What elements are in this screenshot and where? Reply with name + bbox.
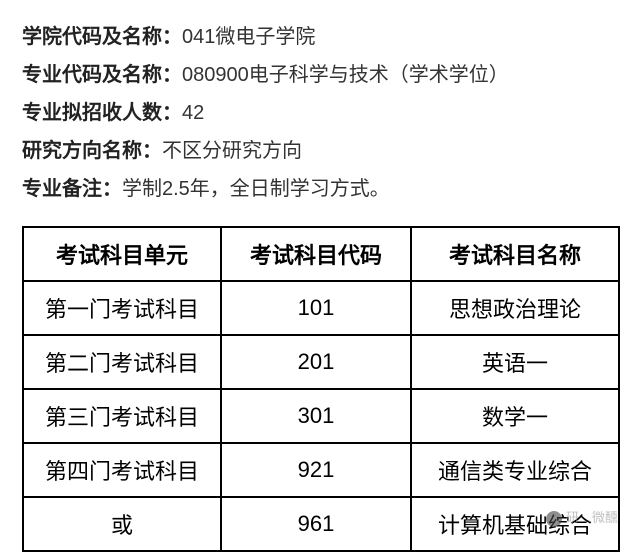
watermark-text: 研…微醺 xyxy=(566,510,618,525)
table-header-row: 考试科目单元 考试科目代码 考试科目名称 xyxy=(23,227,619,281)
direction-label: 研究方向名称： xyxy=(22,140,162,162)
watermark: 研…微醺 xyxy=(546,507,618,527)
info-block: 学院代码及名称：041微电子学院 专业代码及名称：080900电子科学与技术（学… xyxy=(22,18,618,208)
cell-name: 通信类专业综合 xyxy=(411,443,619,497)
cell-unit: 或 xyxy=(23,497,221,551)
cell-code: 201 xyxy=(221,335,411,389)
college-value: 041微电子学院 xyxy=(182,26,315,48)
weibo-icon xyxy=(546,511,562,527)
major-value: 080900电子科学与技术（学术学位） xyxy=(182,64,509,86)
cell-code: 101 xyxy=(221,281,411,335)
college-label: 学院代码及名称： xyxy=(22,26,182,48)
cell-unit: 第一门考试科目 xyxy=(23,281,221,335)
cell-code: 961 xyxy=(221,497,411,551)
cell-name: 英语一 xyxy=(411,335,619,389)
table-row: 或 961 计算机基础综合 xyxy=(23,497,619,551)
cell-code: 301 xyxy=(221,389,411,443)
cell-unit: 第四门考试科目 xyxy=(23,443,221,497)
cell-code: 921 xyxy=(221,443,411,497)
direction-row: 研究方向名称：不区分研究方向 xyxy=(22,132,618,170)
plan-value: 42 xyxy=(182,102,204,124)
direction-value: 不区分研究方向 xyxy=(162,140,302,162)
table-row: 第二门考试科目 201 英语一 xyxy=(23,335,619,389)
exam-table: 考试科目单元 考试科目代码 考试科目名称 第一门考试科目 101 思想政治理论 … xyxy=(22,226,620,552)
remark-value: 学制2.5年，全日制学习方式。 xyxy=(122,178,390,200)
table-row: 第一门考试科目 101 思想政治理论 xyxy=(23,281,619,335)
cell-unit: 第二门考试科目 xyxy=(23,335,221,389)
college-row: 学院代码及名称：041微电子学院 xyxy=(22,18,618,56)
major-row: 专业代码及名称：080900电子科学与技术（学术学位） xyxy=(22,56,618,94)
remark-row: 专业备注：学制2.5年，全日制学习方式。 xyxy=(22,170,618,208)
table-row: 第三门考试科目 301 数学一 xyxy=(23,389,619,443)
cell-unit: 第三门考试科目 xyxy=(23,389,221,443)
cell-name: 思想政治理论 xyxy=(411,281,619,335)
cell-name: 数学一 xyxy=(411,389,619,443)
table-row: 第四门考试科目 921 通信类专业综合 xyxy=(23,443,619,497)
plan-label: 专业拟招收人数： xyxy=(22,102,182,124)
col-header-code: 考试科目代码 xyxy=(221,227,411,281)
remark-label: 专业备注： xyxy=(22,178,122,200)
plan-row: 专业拟招收人数：42 xyxy=(22,94,618,132)
major-label: 专业代码及名称： xyxy=(22,64,182,86)
col-header-name: 考试科目名称 xyxy=(411,227,619,281)
col-header-unit: 考试科目单元 xyxy=(23,227,221,281)
